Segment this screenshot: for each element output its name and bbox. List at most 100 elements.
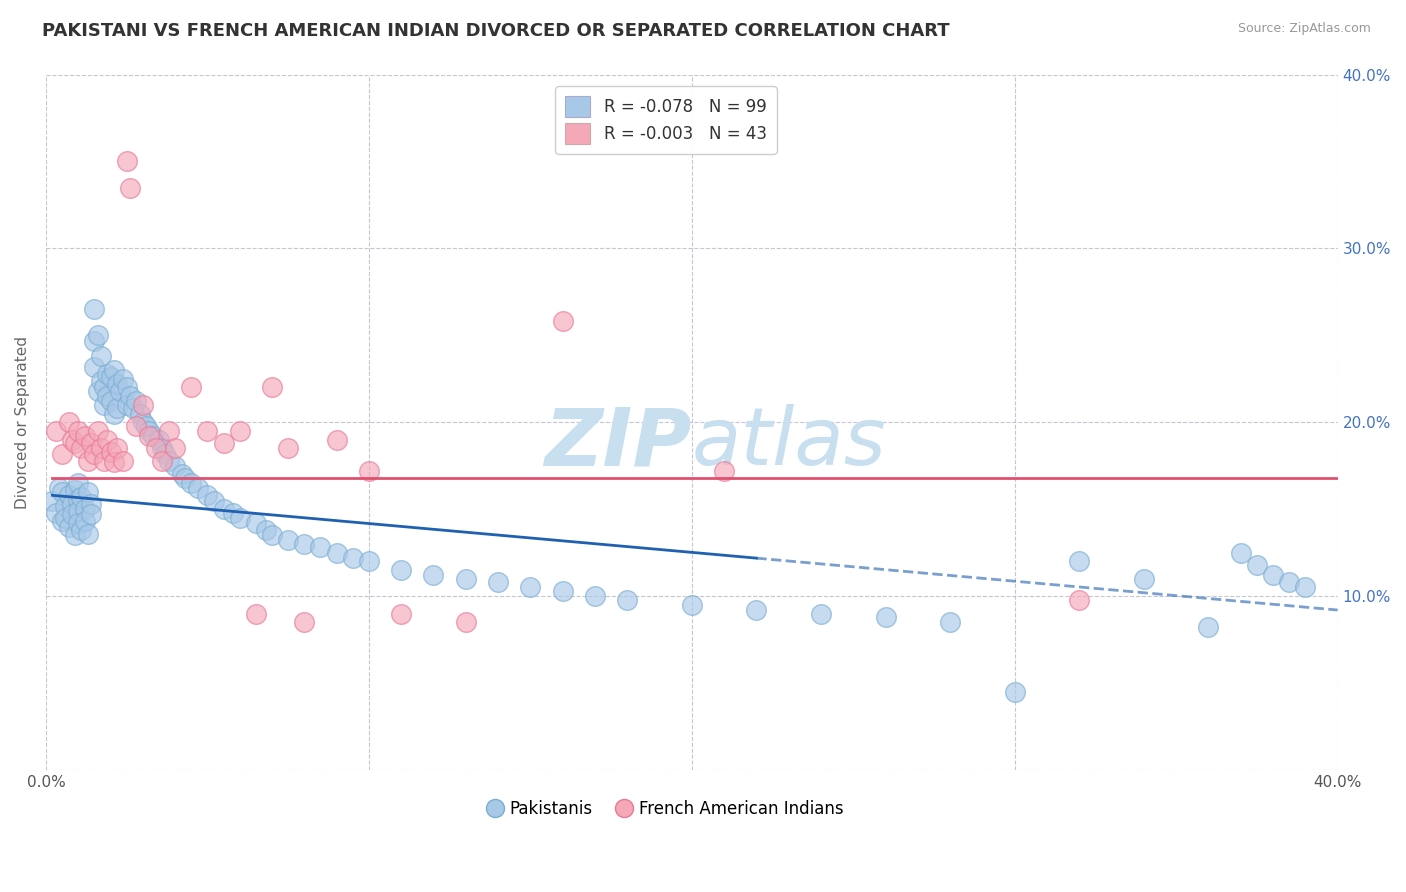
Point: [222, 506, 245, 520]
Point: [63, 528, 86, 542]
Point: [277, 533, 299, 548]
Point: [260, 528, 283, 542]
Point: [60, 497, 83, 511]
Point: [103, 455, 125, 469]
Point: [454, 572, 477, 586]
Point: [70, 490, 93, 504]
Point: [197, 488, 219, 502]
Point: [96, 433, 118, 447]
Point: [83, 359, 105, 374]
Point: [277, 442, 299, 456]
Point: [173, 471, 195, 485]
Point: [1246, 558, 1268, 572]
Point: [128, 407, 150, 421]
Point: [83, 302, 105, 317]
Point: [228, 511, 250, 525]
Point: [86, 424, 108, 438]
Point: [745, 603, 768, 617]
Point: [51, 514, 73, 528]
Point: [325, 546, 347, 560]
Point: [80, 497, 103, 511]
Point: [112, 453, 135, 467]
Point: [67, 476, 90, 491]
Point: [245, 607, 267, 621]
Point: [90, 374, 112, 388]
Point: [73, 429, 96, 443]
Point: [148, 433, 170, 447]
Point: [389, 607, 412, 621]
Point: [86, 384, 108, 398]
Point: [254, 523, 277, 537]
Point: [197, 424, 219, 438]
Point: [1294, 581, 1316, 595]
Point: [551, 314, 574, 328]
Point: [105, 442, 128, 456]
Point: [245, 516, 267, 530]
Point: [1069, 592, 1091, 607]
Point: [713, 464, 735, 478]
Point: [157, 424, 180, 438]
Point: [67, 516, 90, 530]
Point: [132, 415, 155, 429]
Point: [260, 380, 283, 394]
Point: [90, 349, 112, 363]
Point: [103, 407, 125, 421]
Point: [681, 598, 703, 612]
Point: [150, 453, 173, 467]
Point: [100, 445, 122, 459]
Point: [125, 418, 148, 433]
Point: [1261, 568, 1284, 582]
Point: [155, 446, 177, 460]
Point: [77, 453, 100, 467]
Point: [70, 523, 93, 537]
Point: [105, 377, 128, 392]
Point: [551, 583, 574, 598]
Point: [1229, 546, 1251, 560]
Point: [58, 488, 80, 502]
Point: [875, 610, 897, 624]
Point: [90, 442, 112, 456]
Text: atlas: atlas: [692, 404, 887, 482]
Point: [122, 401, 145, 416]
Point: [70, 442, 93, 456]
Point: [115, 398, 138, 412]
Point: [105, 401, 128, 416]
Point: [292, 537, 315, 551]
Point: [83, 446, 105, 460]
Point: [212, 436, 235, 450]
Point: [138, 429, 160, 443]
Point: [180, 380, 202, 394]
Point: [187, 481, 209, 495]
Point: [180, 476, 202, 491]
Point: [86, 328, 108, 343]
Point: [45, 506, 67, 520]
Point: [583, 589, 606, 603]
Point: [1004, 685, 1026, 699]
Point: [51, 484, 73, 499]
Point: [939, 615, 962, 630]
Point: [93, 380, 115, 394]
Point: [77, 526, 100, 541]
Point: [73, 514, 96, 528]
Point: [486, 575, 509, 590]
Point: [83, 334, 105, 348]
Point: [309, 541, 332, 555]
Point: [80, 508, 103, 522]
Point: [422, 568, 444, 582]
Point: [110, 384, 132, 398]
Point: [141, 429, 163, 443]
Point: [389, 563, 412, 577]
Point: [48, 481, 70, 495]
Point: [67, 504, 90, 518]
Point: [132, 398, 155, 412]
Point: [58, 415, 80, 429]
Point: [63, 436, 86, 450]
Point: [357, 554, 380, 568]
Point: [53, 499, 76, 513]
Point: [41, 493, 63, 508]
Point: [135, 418, 157, 433]
Point: [115, 154, 138, 169]
Y-axis label: Divorced or Separated: Divorced or Separated: [15, 335, 30, 508]
Point: [292, 615, 315, 630]
Point: [103, 363, 125, 377]
